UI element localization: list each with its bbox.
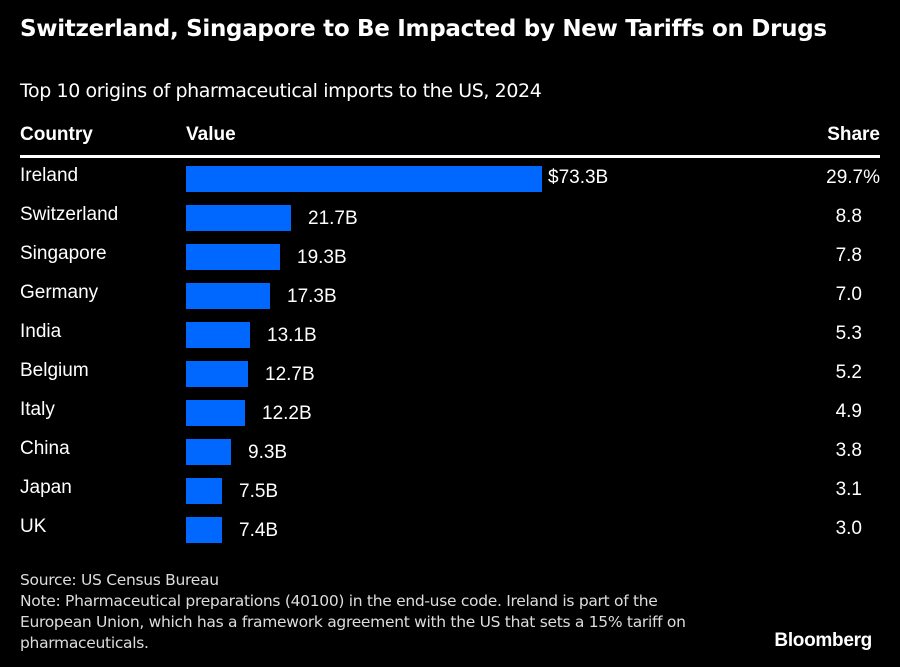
- value-label: 9.3B: [248, 442, 288, 463]
- bar: [186, 439, 231, 465]
- chart-title: Switzerland, Singapore to Be Impacted by…: [20, 16, 827, 42]
- share-label: 5.3: [835, 323, 862, 344]
- value-label: 12.7B: [265, 364, 315, 385]
- header-divider: [20, 155, 880, 158]
- source-note: Source: US Census Bureau: [20, 571, 219, 589]
- country-label: China: [20, 438, 70, 459]
- bar: [186, 205, 291, 231]
- country-label: Switzerland: [20, 204, 119, 225]
- bar: [186, 361, 248, 387]
- country-label: India: [20, 321, 62, 342]
- country-label: Belgium: [20, 360, 89, 381]
- value-label: 7.4B: [239, 520, 279, 541]
- share-label: 7.8: [835, 245, 862, 266]
- footnote: Note: Pharmaceutical preparations (40100…: [20, 592, 686, 652]
- value-label: 19.3B: [297, 247, 347, 268]
- bar: [186, 283, 270, 309]
- column-header-value: Value: [186, 124, 236, 145]
- value-label: $73.3B: [548, 167, 609, 188]
- country-label: UK: [20, 516, 47, 537]
- share-label: 4.9: [835, 401, 862, 422]
- share-label: 3.8: [835, 440, 862, 461]
- value-label: 21.7B: [308, 208, 358, 229]
- country-label: Germany: [20, 282, 99, 303]
- country-label: Italy: [20, 399, 55, 420]
- chart-subtitle: Top 10 origins of pharmaceutical imports…: [20, 80, 542, 102]
- value-label: 7.5B: [239, 481, 279, 502]
- value-label: 17.3B: [287, 286, 337, 307]
- value-label: 13.1B: [267, 325, 317, 346]
- share-label: 3.0: [835, 518, 862, 539]
- share-label: 5.2: [835, 362, 862, 383]
- bar: [186, 166, 542, 192]
- bar: [186, 478, 222, 504]
- share-label: 29.7%: [826, 167, 880, 188]
- footer-notes: Source: US Census Bureau Note: Pharmaceu…: [20, 570, 720, 654]
- share-label: 7.0: [835, 284, 862, 305]
- share-label: 3.1: [835, 479, 862, 500]
- bar: [186, 400, 245, 426]
- country-label: Singapore: [20, 243, 107, 264]
- bar: [186, 517, 222, 543]
- column-header-share: Share: [827, 124, 880, 145]
- share-label: 8.8: [835, 206, 862, 227]
- bar: [186, 322, 250, 348]
- bloomberg-logo: Bloomberg: [774, 630, 872, 651]
- bar: [186, 244, 280, 270]
- value-label: 12.2B: [262, 403, 312, 424]
- country-label: Ireland: [20, 165, 79, 186]
- column-header-country: Country: [20, 124, 93, 145]
- country-label: Japan: [20, 477, 72, 498]
